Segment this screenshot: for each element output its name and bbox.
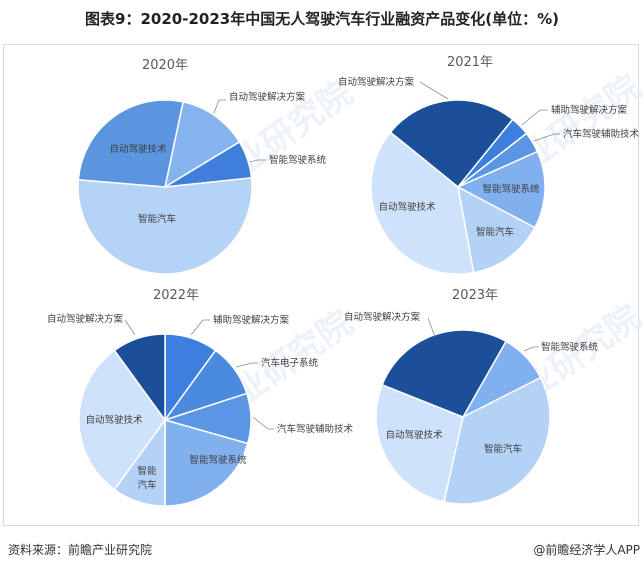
pie-2021 <box>370 99 546 275</box>
label-solution: 自动驾驶解决方案 <box>338 76 415 88</box>
chart-2022-labels: 2022年 自动驾驶解决方案 辅助驾驶解决方案 汽车电子系统 汽车驾驶辅助技术 … <box>47 288 354 491</box>
year-title-2023: 2023年 <box>452 288 498 303</box>
source-note: 资料来源：前瞻产业研究院 <box>8 543 153 557</box>
label-solution: 自动驾驶解决方案 <box>47 313 124 325</box>
label-car: 智能汽车 <box>138 213 176 225</box>
label-system: 智能驾驶系统 <box>189 454 247 466</box>
label-tech: 自动驾驶技术 <box>385 429 443 441</box>
chart-title: 图表9：2020-2023年中国无人驾驶汽车行业融资产品变化(单位：%) <box>85 10 559 28</box>
label-assist-solution: 辅助驾驶解决方案 <box>213 314 290 326</box>
pie-slice <box>113 333 166 423</box>
label-electronics: 汽车电子系统 <box>261 357 319 369</box>
year-title-2021: 2021年 <box>447 55 493 70</box>
pie-slice <box>456 150 546 229</box>
leader-line <box>521 109 548 126</box>
pie-slice <box>78 349 166 491</box>
pie-slice <box>443 376 551 505</box>
label-tech: 自动驾驶技术 <box>109 143 167 155</box>
pie-2020 <box>77 99 253 275</box>
pie-2022 <box>78 333 252 507</box>
leader-line <box>124 319 136 336</box>
leader-line <box>419 81 449 100</box>
leader-line <box>252 416 274 430</box>
label-assist-solution: 辅助驾驶解决方案 <box>551 104 628 116</box>
chart-2021-labels: 2021年 自动驾驶解决方案 辅助驾驶解决方案 汽车驾驶辅助技术 智能驾驶系统 … <box>338 55 640 238</box>
leader-line <box>427 317 436 338</box>
label-tech: 自动驾驶技术 <box>378 201 436 213</box>
leader-line <box>213 99 226 114</box>
label-car: 智能汽车 <box>476 226 514 238</box>
label-car-line2: 汽车 <box>137 479 156 491</box>
leader-line <box>235 362 258 368</box>
pie-slice <box>77 177 253 275</box>
pie-slice <box>389 99 514 189</box>
label-assist-tech: 汽车驾驶辅助技术 <box>277 423 354 435</box>
label-system: 智能驾驶系统 <box>541 341 599 353</box>
pie-slice <box>456 185 536 274</box>
pie-slice <box>375 383 464 503</box>
leader-line <box>533 133 560 142</box>
pie-slice <box>164 419 249 507</box>
year-title-2020: 2020年 <box>142 58 188 73</box>
pie-slice <box>163 101 241 189</box>
leader-line <box>523 346 539 352</box>
label-assist-tech: 汽车驾驶辅助技术 <box>563 128 640 140</box>
label-tech: 自动驾驶技术 <box>85 414 143 426</box>
credit-note: @前瞻经济学人APP <box>533 543 640 557</box>
leader-line <box>190 319 210 336</box>
label-system: 智能驾驶系统 <box>269 154 327 166</box>
chart-2023-labels: 2023年 自动驾驶解决方案 智能驾驶系统 自动驾驶技术 智能汽车 <box>344 288 599 455</box>
pie-2023 <box>375 329 551 505</box>
pie-slice <box>77 99 184 188</box>
label-system: 智能驾驶系统 <box>482 183 540 195</box>
label-car-line1: 智能 <box>137 465 157 477</box>
pie-slice <box>370 131 475 275</box>
year-title-2022: 2022年 <box>153 288 199 303</box>
label-car: 智能汽车 <box>484 443 522 455</box>
label-solution: 自动驾驶解决方案 <box>344 311 421 323</box>
chart-2020-labels: 2020年 自动驾驶解决方案 智能驾驶系统 自动驾驶技术 智能汽车 <box>109 58 326 225</box>
label-solution: 自动驾驶解决方案 <box>229 91 306 103</box>
leader-line <box>249 159 266 163</box>
